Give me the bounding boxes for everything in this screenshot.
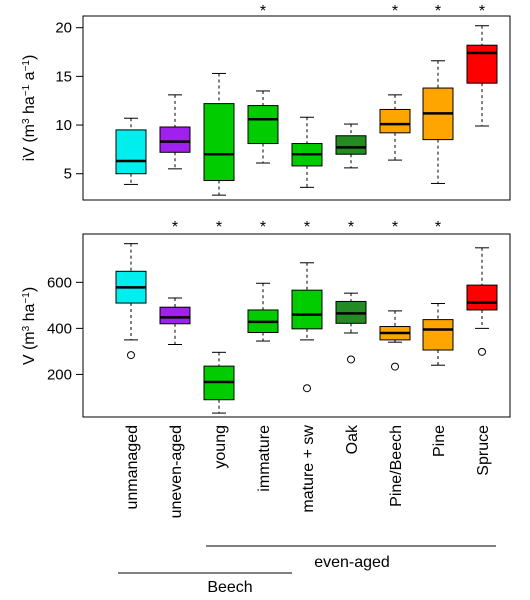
significance-star: * <box>479 3 485 20</box>
outlier-point <box>391 362 399 371</box>
iqr-box <box>466 284 498 311</box>
box-pine <box>422 60 454 184</box>
outlier-point <box>347 355 355 364</box>
iqr-box <box>422 319 454 351</box>
iqr-box <box>466 44 498 84</box>
box-pine <box>422 303 454 366</box>
top-significance-stars: * * * * <box>260 3 485 20</box>
bottom-y-axis-label: V (m3 ha−1) <box>21 287 39 365</box>
outlier-point <box>303 384 311 393</box>
bottom-significance-stars: * * * * * * * <box>172 219 441 236</box>
box-uneven-aged <box>159 94 191 170</box>
significance-star: * <box>260 219 266 236</box>
significance-star: * <box>172 219 178 236</box>
significance-star: * <box>435 219 441 236</box>
significance-star: * <box>348 219 354 236</box>
outlier-point <box>127 351 135 360</box>
box-mature-sw <box>291 116 323 188</box>
category-label: unmanaged <box>124 425 141 510</box>
box-pine-beech <box>379 94 411 161</box>
significance-star: * <box>435 3 441 20</box>
iqr-box <box>203 103 235 182</box>
category-label: uneven-aged <box>168 425 185 518</box>
significance-star: * <box>392 3 398 20</box>
y-tick-label: 200 <box>47 366 72 383</box>
box-young <box>203 351 235 414</box>
iqr-box <box>247 105 279 145</box>
box-immature <box>247 90 279 164</box>
box-oak <box>335 292 367 364</box>
significance-star: * <box>216 219 222 236</box>
category-labels: unmanaged uneven-aged young immature mature … <box>124 424 492 518</box>
iqr-box <box>115 129 147 175</box>
category-label: Pine/Beech <box>388 425 405 507</box>
category-label: Pine <box>431 425 448 457</box>
box-immature <box>247 282 279 342</box>
y-tick-label: 15 <box>55 68 72 85</box>
top-y-axis-label: iV (m3 ha−1 a−1) <box>21 55 39 162</box>
top-y-axis: 5 10 15 20 <box>55 20 84 183</box>
iqr-box <box>379 108 411 134</box>
category-label: young <box>212 425 229 469</box>
y-tick-label: 600 <box>47 274 72 291</box>
significance-star: * <box>304 219 310 236</box>
iqr-box <box>291 289 323 330</box>
category-label: Spruce <box>475 425 492 476</box>
bottom-y-axis: 200 400 600 <box>47 274 84 383</box>
category-label: mature + sw <box>300 425 317 513</box>
y-tick-label: 20 <box>55 20 72 37</box>
even-aged-group-label: even-aged <box>314 554 390 571</box>
box-unmanaged <box>115 117 147 185</box>
box-uneven-aged <box>159 297 191 345</box>
bottom-boxes <box>115 243 498 414</box>
significance-star: * <box>392 219 398 236</box>
box-unmanaged <box>115 243 147 360</box>
iqr-box <box>335 135 367 155</box>
y-tick-label: 10 <box>55 117 72 134</box>
outlier-point <box>478 347 486 356</box>
box-spruce <box>466 25 498 127</box>
category-label: Oak <box>344 424 361 454</box>
box-young <box>203 72 235 196</box>
beech-group-label: Beech <box>207 579 252 596</box>
top-boxes <box>115 25 498 196</box>
iqr-box <box>159 306 191 325</box>
box-pine-beech <box>379 310 411 371</box>
box-mature-sw <box>291 262 323 393</box>
iqr-box <box>159 126 191 153</box>
category-label: immature <box>256 425 273 492</box>
box-spruce <box>466 247 498 356</box>
box-oak <box>335 123 367 169</box>
y-tick-label: 400 <box>47 320 72 337</box>
y-tick-label: 5 <box>64 166 72 183</box>
significance-star: * <box>260 3 266 20</box>
